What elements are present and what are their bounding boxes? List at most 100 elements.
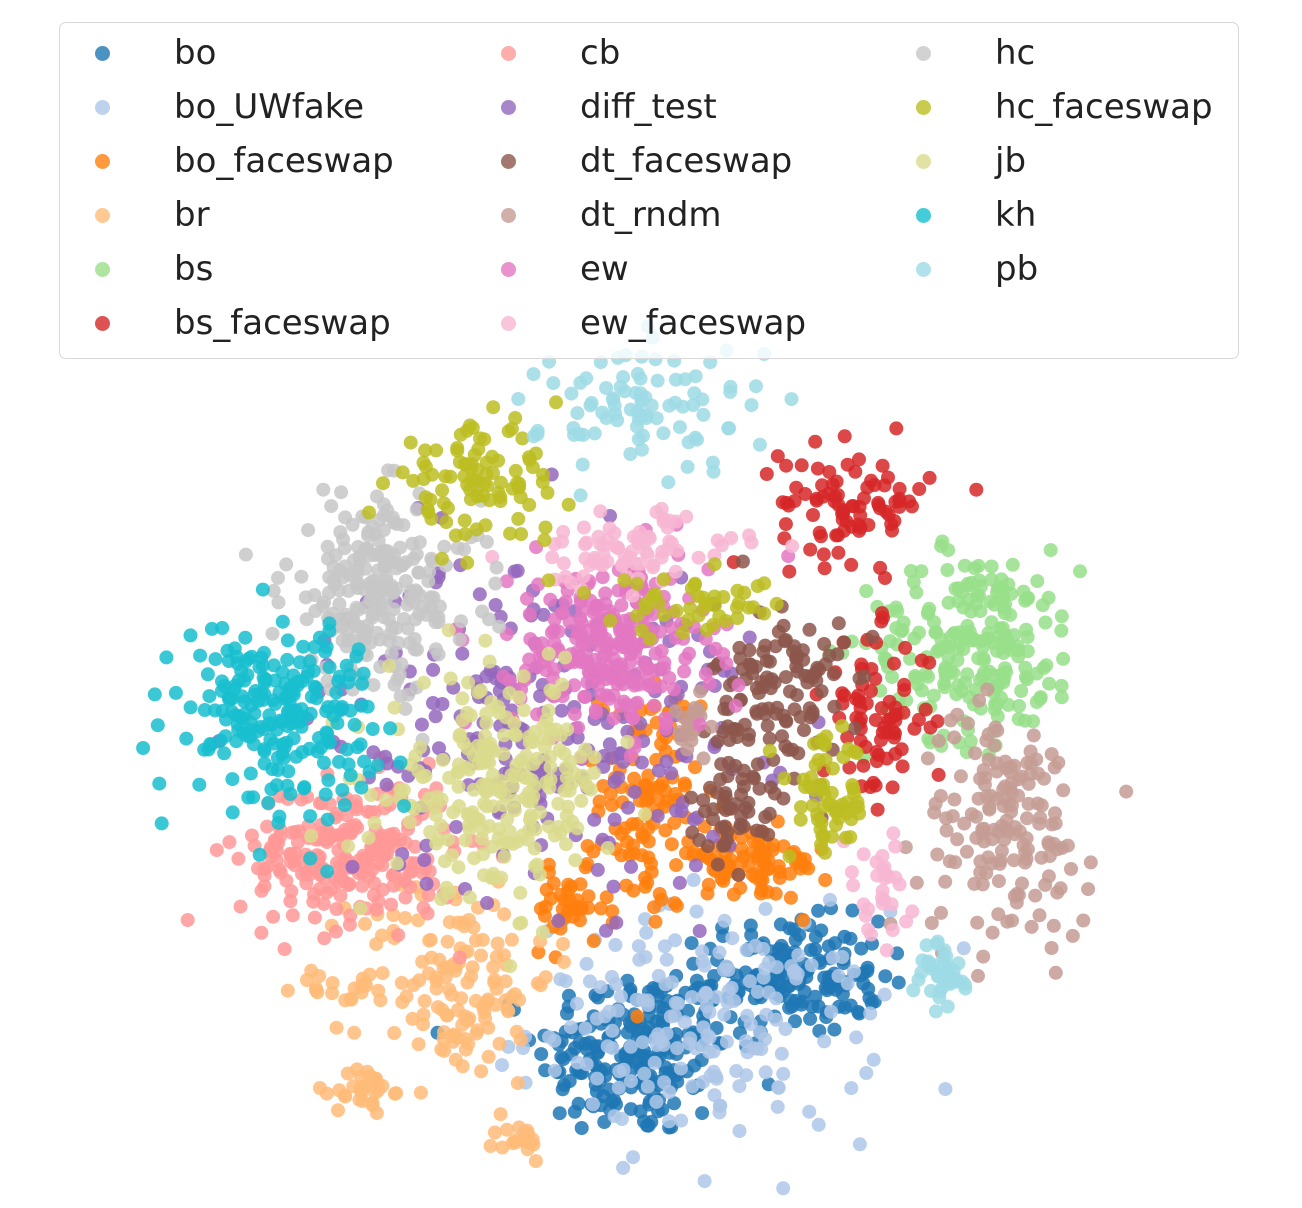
data-point bbox=[971, 791, 986, 806]
data-point bbox=[429, 836, 444, 851]
data-point bbox=[1039, 658, 1054, 673]
data-point bbox=[321, 700, 335, 715]
data-point bbox=[222, 693, 237, 707]
data-point bbox=[665, 975, 679, 990]
data-point bbox=[492, 1036, 507, 1051]
data-point bbox=[654, 501, 669, 516]
data-point bbox=[708, 1069, 723, 1084]
data-point bbox=[763, 681, 778, 696]
data-point bbox=[555, 606, 569, 621]
legend-label: jb bbox=[995, 141, 1027, 181]
data-point bbox=[951, 594, 966, 609]
data-point bbox=[411, 565, 426, 580]
data-point bbox=[395, 465, 410, 480]
legend-label: bo_UWfake bbox=[174, 87, 365, 127]
data-point bbox=[437, 1043, 452, 1058]
data-point bbox=[673, 1061, 688, 1076]
data-point bbox=[499, 574, 514, 589]
data-point bbox=[1083, 855, 1098, 870]
data-point bbox=[693, 684, 708, 699]
data-point bbox=[559, 770, 574, 785]
data-point bbox=[328, 924, 343, 939]
data-point bbox=[856, 758, 871, 773]
data-point bbox=[619, 878, 634, 893]
data-point bbox=[322, 660, 337, 675]
legend-marker bbox=[95, 315, 110, 331]
data-point bbox=[533, 689, 548, 703]
data-point bbox=[522, 823, 537, 838]
data-point bbox=[674, 804, 689, 819]
data-point bbox=[937, 680, 952, 695]
data-point bbox=[704, 719, 719, 734]
data-point bbox=[516, 669, 531, 684]
data-point bbox=[579, 1057, 594, 1072]
data-point bbox=[770, 700, 785, 715]
data-point bbox=[730, 600, 744, 615]
data-point bbox=[638, 950, 653, 965]
data-point bbox=[277, 942, 292, 957]
data-point bbox=[547, 1063, 562, 1078]
data-point bbox=[664, 766, 679, 781]
data-point bbox=[805, 999, 820, 1014]
data-point bbox=[879, 943, 894, 958]
data-point bbox=[768, 886, 783, 901]
data-point bbox=[535, 636, 550, 651]
data-point bbox=[183, 628, 198, 643]
legend-marker bbox=[95, 261, 110, 277]
data-point bbox=[493, 773, 508, 788]
data-point bbox=[335, 633, 350, 648]
data-point bbox=[925, 962, 940, 977]
data-point bbox=[660, 794, 675, 809]
data-point bbox=[993, 621, 1008, 636]
data-point bbox=[730, 583, 745, 598]
series-hc bbox=[238, 463, 507, 747]
data-point bbox=[500, 1002, 515, 1017]
data-point bbox=[439, 960, 454, 975]
data-point bbox=[421, 888, 436, 902]
data-point bbox=[580, 839, 595, 853]
data-point bbox=[575, 457, 590, 472]
data-point bbox=[668, 564, 683, 579]
data-point bbox=[651, 763, 666, 778]
data-point bbox=[653, 624, 667, 639]
data-point bbox=[303, 706, 318, 721]
data-point bbox=[646, 588, 661, 603]
data-point bbox=[522, 607, 537, 622]
data-point bbox=[981, 727, 996, 742]
data-point bbox=[439, 515, 454, 530]
data-point bbox=[537, 740, 552, 755]
data-point bbox=[623, 749, 638, 763]
data-point bbox=[507, 564, 522, 579]
data-point bbox=[500, 812, 515, 827]
data-point bbox=[621, 800, 635, 815]
data-point bbox=[523, 808, 538, 823]
data-point bbox=[276, 751, 291, 766]
data-point bbox=[266, 909, 281, 924]
data-point bbox=[384, 897, 399, 912]
data-point bbox=[154, 816, 169, 831]
data-point bbox=[867, 478, 882, 492]
data-point bbox=[865, 629, 880, 644]
data-point bbox=[324, 499, 339, 514]
data-point bbox=[493, 475, 508, 490]
data-point bbox=[887, 656, 901, 671]
data-point bbox=[699, 622, 714, 637]
data-point bbox=[368, 599, 383, 614]
data-point bbox=[939, 811, 954, 826]
data-point bbox=[684, 990, 699, 1005]
data-point bbox=[1044, 817, 1059, 832]
data-point bbox=[485, 550, 500, 564]
data-point bbox=[549, 395, 563, 410]
data-point bbox=[614, 598, 629, 613]
legend-item: cb bbox=[466, 26, 620, 80]
data-point bbox=[526, 367, 541, 382]
data-point bbox=[987, 702, 1002, 717]
data-point bbox=[280, 719, 295, 734]
data-point bbox=[338, 1089, 353, 1104]
data-point bbox=[742, 643, 757, 658]
data-point bbox=[735, 772, 750, 787]
data-point bbox=[537, 908, 552, 923]
data-point bbox=[695, 944, 710, 959]
data-point bbox=[237, 694, 252, 709]
data-point bbox=[358, 542, 373, 556]
